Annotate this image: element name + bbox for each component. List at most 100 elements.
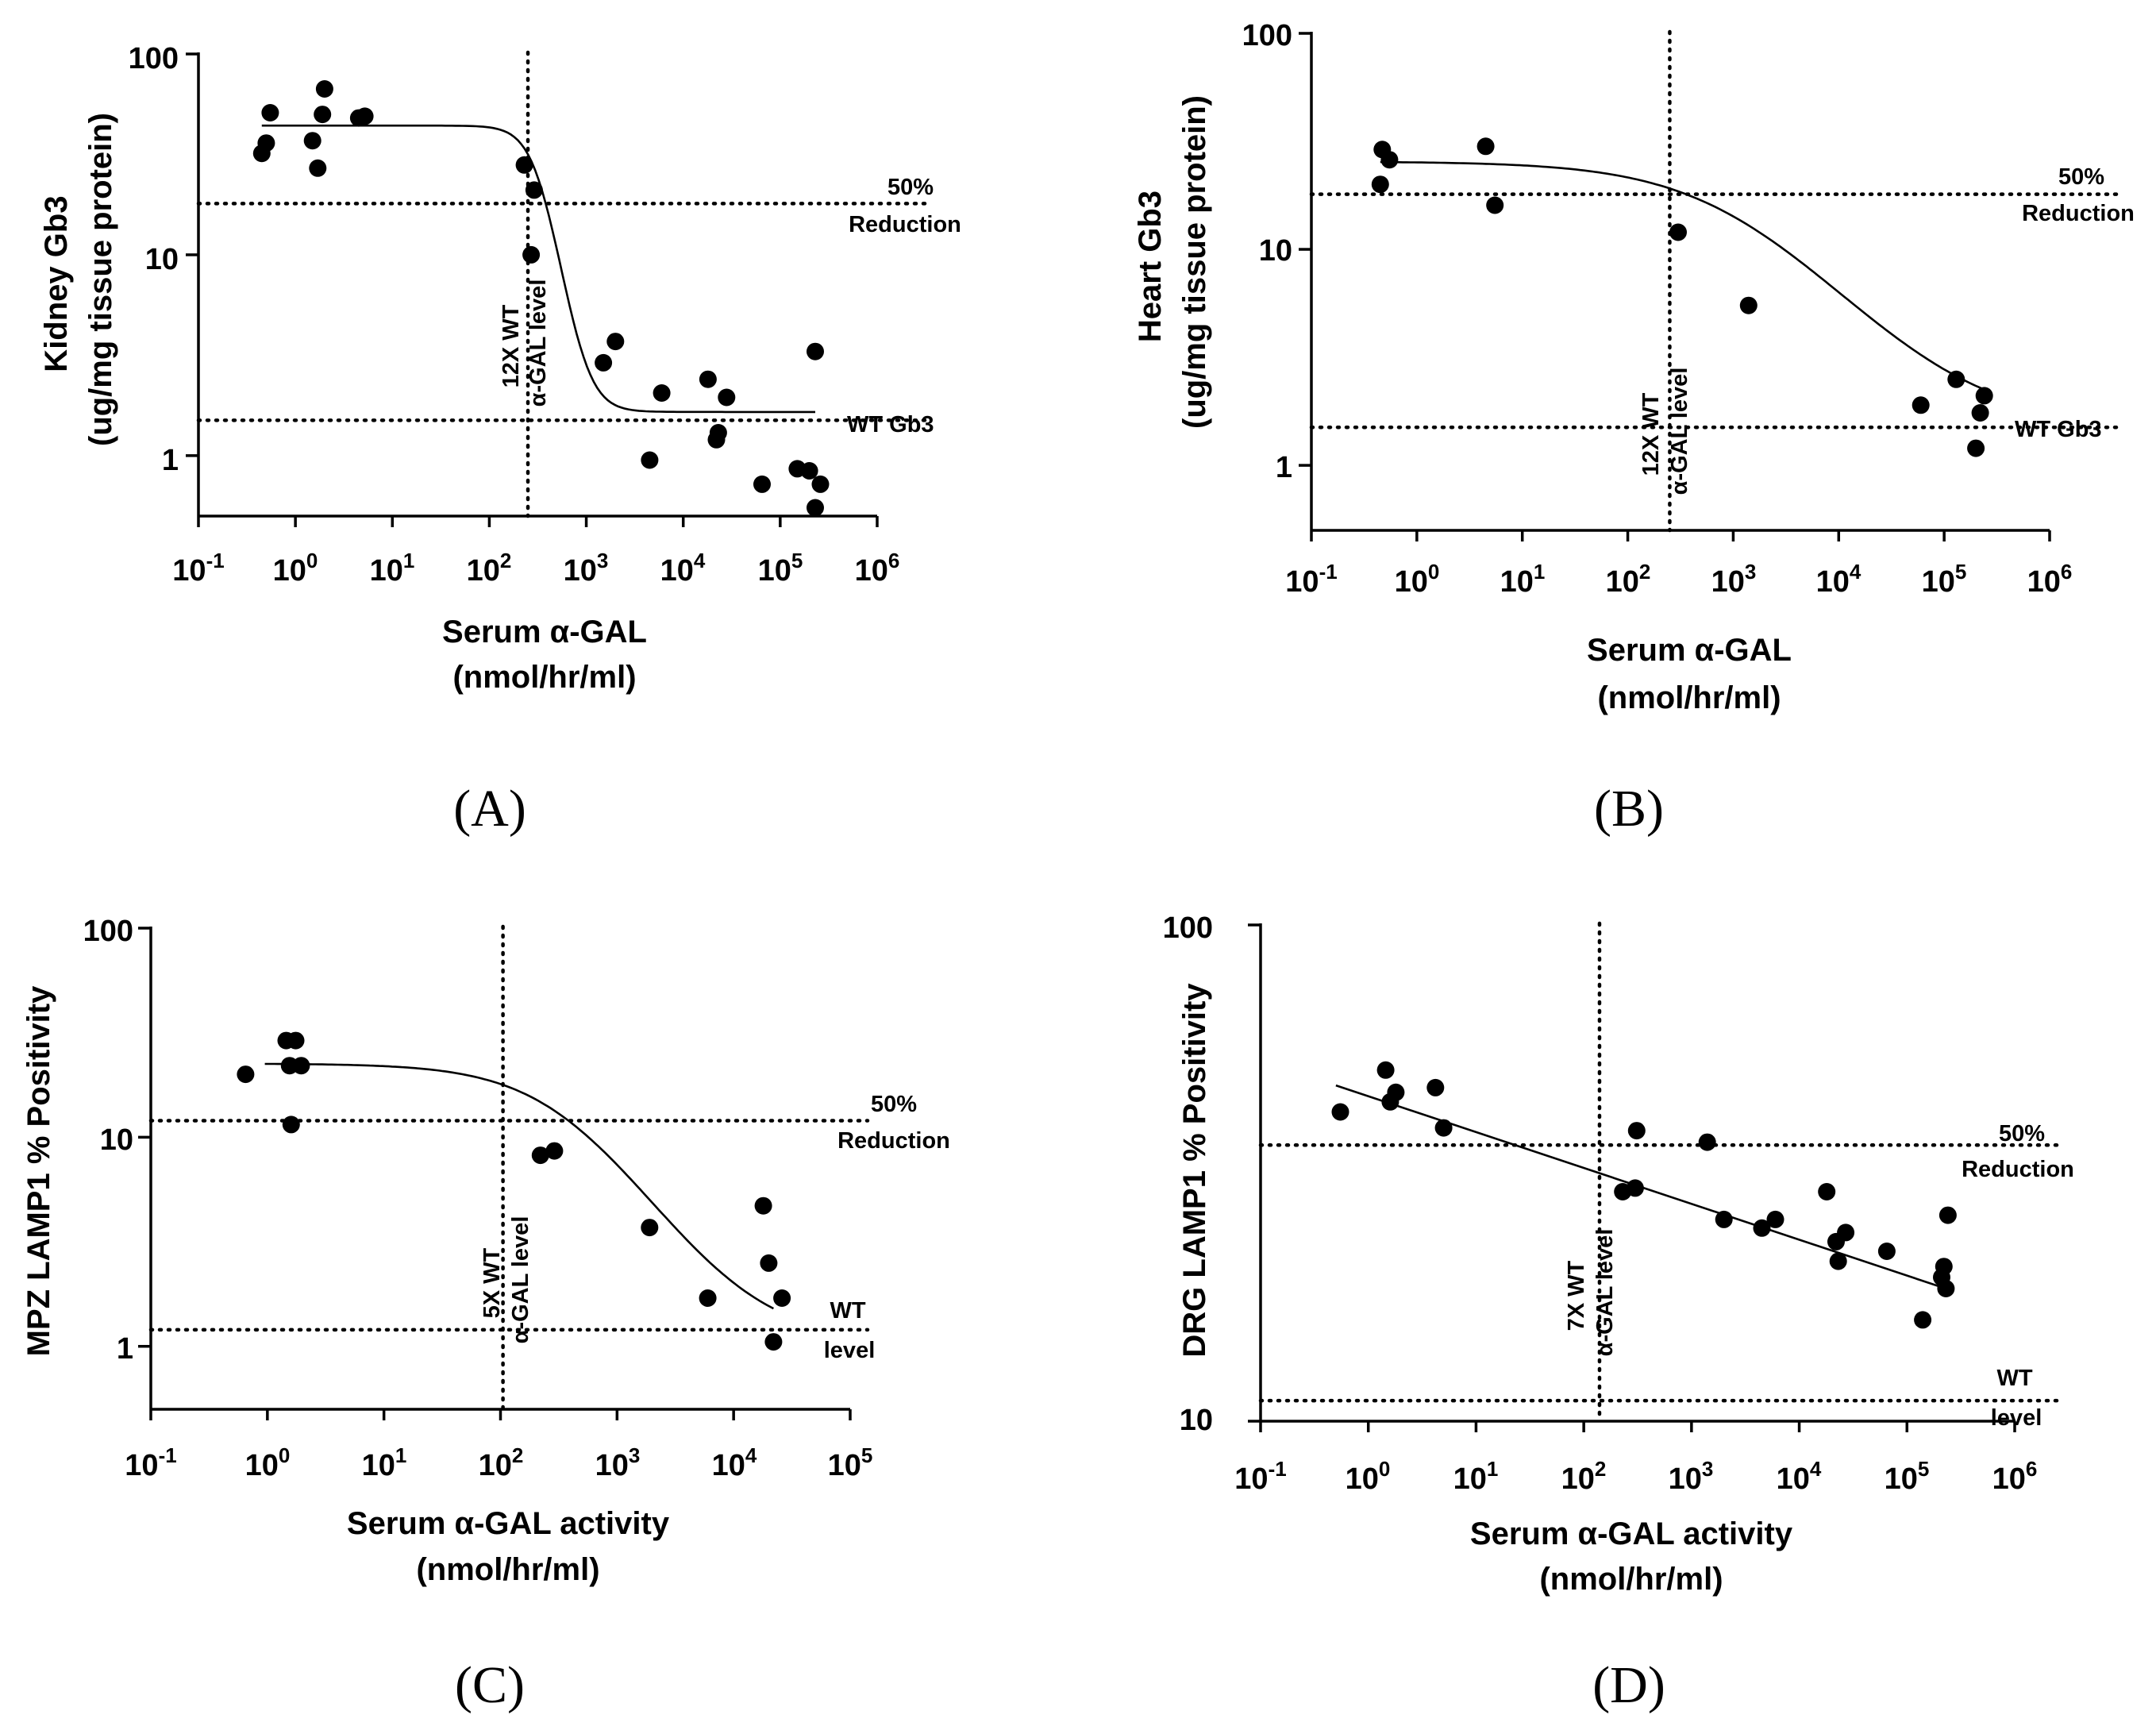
data-point bbox=[522, 245, 541, 264]
data-point bbox=[754, 1196, 772, 1215]
dose-response-curve bbox=[1380, 160, 1985, 391]
data-point bbox=[287, 1031, 305, 1050]
x-axis-title-units: (nmol/hr/ml) bbox=[452, 660, 636, 695]
y-tick-label: 100 bbox=[83, 915, 133, 948]
data-point bbox=[1837, 1223, 1855, 1242]
hline-50-label-1: 50% bbox=[887, 175, 934, 200]
data-point bbox=[1426, 1078, 1445, 1096]
x-tick-label: 104 bbox=[712, 1443, 757, 1482]
data-point bbox=[1766, 1210, 1784, 1228]
x-tick-label: 104 bbox=[1777, 1457, 1822, 1496]
fit-curve bbox=[264, 1062, 775, 1310]
data-point bbox=[315, 80, 333, 98]
data-point bbox=[1669, 223, 1687, 241]
x-tick-label: 106 bbox=[2027, 560, 2073, 599]
data-point bbox=[606, 333, 625, 351]
data-point bbox=[1938, 1206, 1957, 1224]
x-axis-title-units: (nmol/hr/ml) bbox=[1597, 680, 1781, 715]
y-axis-title: Heart Gb3 (ug/mg tissue protein) bbox=[1133, 95, 1212, 429]
panel-b: 100 10 1 10-1 100 101 102 103 104 105 10… bbox=[1133, 19, 2135, 838]
x-axis-title: Serum α-GAL activity bbox=[347, 1506, 670, 1541]
data-point bbox=[1627, 1122, 1646, 1140]
dose-response-curve bbox=[264, 1062, 775, 1310]
hline-50-label-2: Reduction bbox=[837, 1128, 950, 1154]
x-axis-title-units: (nmol/hr/ml) bbox=[1539, 1562, 1723, 1597]
y-axis-title: DRG LAMP1 % Positivity bbox=[1177, 983, 1212, 1358]
data-point bbox=[303, 132, 321, 150]
data-point bbox=[807, 342, 824, 360]
y-tick-label: 10 bbox=[1180, 1404, 1213, 1437]
hline-wt-label-2: level bbox=[824, 1338, 876, 1363]
panel-label: (A) bbox=[453, 780, 526, 838]
y-tick-labels: 100 10 bbox=[1163, 911, 1213, 1437]
y-tick-label: 1 bbox=[1276, 451, 1292, 484]
fit-curve bbox=[1380, 160, 1985, 391]
data-point bbox=[309, 159, 327, 177]
panel-label: (B) bbox=[1594, 780, 1664, 838]
data-point bbox=[515, 156, 533, 174]
data-point bbox=[699, 1289, 717, 1307]
data-point bbox=[237, 1065, 255, 1084]
x-axis-title: Serum α-GAL bbox=[442, 615, 647, 649]
data-point bbox=[1486, 196, 1504, 214]
x-tick-labels: 10-1 100 101 102 103 104 105 bbox=[125, 1443, 872, 1482]
data-point bbox=[1877, 1243, 1896, 1260]
data-point bbox=[531, 1146, 549, 1165]
data-point bbox=[1912, 396, 1930, 414]
x-tick-label: 102 bbox=[1606, 560, 1651, 599]
data-point bbox=[760, 1254, 778, 1272]
data-point bbox=[1753, 1219, 1771, 1237]
x-tick-label: 102 bbox=[467, 549, 512, 588]
reference-lines bbox=[1258, 921, 2065, 1424]
x-tick-label: 100 bbox=[1346, 1457, 1391, 1496]
x-tick-label: 10-1 bbox=[125, 1443, 176, 1482]
x-tick-label: 105 bbox=[1885, 1457, 1930, 1496]
hline-50-label-1: 50% bbox=[1999, 1121, 2045, 1146]
data-point bbox=[314, 106, 332, 124]
x-tick-label: 105 bbox=[1922, 560, 1967, 599]
y-tick-label: 1 bbox=[162, 444, 179, 477]
x-tick-label: 10-1 bbox=[1285, 560, 1337, 599]
data-point bbox=[653, 384, 671, 402]
x-tick-labels: 10-1 100 101 102 103 104 105 106 bbox=[172, 549, 899, 588]
y-tick-label: 100 bbox=[1242, 19, 1292, 52]
x-tick-label: 103 bbox=[1711, 560, 1757, 599]
x-tick-label: 101 bbox=[1453, 1457, 1499, 1496]
x-tick-label: 100 bbox=[245, 1443, 291, 1482]
hline-wt-label-2: level bbox=[1991, 1405, 2042, 1431]
x-tick-label: 105 bbox=[758, 549, 803, 588]
vline-label: 7X WT α-GAL level bbox=[1564, 1229, 1618, 1357]
data-points bbox=[237, 1031, 791, 1351]
data-point bbox=[1935, 1258, 1953, 1276]
panel-a: 100 10 1 10-1 100 101 102 103 104 105 10… bbox=[39, 42, 961, 838]
x-tick-label: 10-1 bbox=[1234, 1457, 1286, 1496]
data-point bbox=[800, 462, 818, 480]
data-point bbox=[261, 104, 279, 121]
x-axis-title-units: (nmol/hr/ml) bbox=[416, 1552, 599, 1587]
data-point bbox=[525, 181, 543, 199]
hline-wt-label-1: WT bbox=[830, 1298, 865, 1324]
x-tick-label: 100 bbox=[1395, 560, 1440, 599]
data-point bbox=[641, 451, 659, 469]
data-point bbox=[1376, 1061, 1395, 1079]
y-tick-label: 10 bbox=[100, 1123, 133, 1157]
data-point bbox=[753, 475, 771, 493]
dose-response-curve bbox=[261, 124, 815, 414]
hline-wt-label: WT Gb3 bbox=[2015, 417, 2102, 442]
y-tick-labels: 100 10 1 bbox=[83, 915, 133, 1366]
y-tick-label: 100 bbox=[129, 42, 179, 75]
data-point bbox=[1387, 1083, 1405, 1101]
data-point bbox=[709, 424, 727, 441]
x-tick-label: 103 bbox=[564, 549, 609, 588]
reference-lines bbox=[148, 924, 870, 1412]
y-tick-label: 1 bbox=[117, 1332, 133, 1366]
reference-lines bbox=[196, 50, 927, 518]
data-point bbox=[257, 134, 275, 152]
data-point bbox=[1947, 370, 1965, 388]
data-point bbox=[1975, 387, 1993, 405]
x-tick-label: 101 bbox=[1500, 560, 1546, 599]
x-tick-label: 104 bbox=[1816, 560, 1861, 599]
data-point bbox=[1967, 439, 1985, 457]
hline-50-label-2: Reduction bbox=[849, 212, 961, 237]
data-point bbox=[1971, 404, 1989, 422]
